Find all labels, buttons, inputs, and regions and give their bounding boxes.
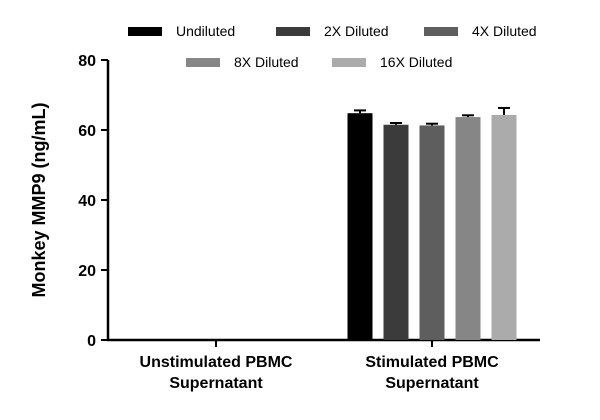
x-category-label: Stimulated PBMC xyxy=(365,354,499,371)
legend-swatch xyxy=(128,27,162,36)
legend-label: 4X Diluted xyxy=(472,23,537,39)
y-axis-label: Monkey MMP9 (ng/mL) xyxy=(29,102,49,297)
legend-label: 2X Diluted xyxy=(324,23,389,39)
y-tick-label: 20 xyxy=(78,263,96,280)
x-category-label: Supernatant xyxy=(169,375,263,392)
legend-label: 16X Diluted xyxy=(380,54,452,70)
y-tick-label: 40 xyxy=(78,193,96,210)
y-tick-label: 60 xyxy=(78,123,96,140)
x-category-label: Unstimulated PBMC xyxy=(140,354,293,371)
legend: Undiluted 2X Diluted 4X Diluted 8X Diluted 1… xyxy=(128,23,537,70)
bar-4x-diluted xyxy=(419,125,445,340)
legend-swatch xyxy=(332,58,366,67)
legend-swatch xyxy=(276,27,310,36)
bar-undiluted xyxy=(347,113,373,340)
legend-swatch xyxy=(424,27,458,36)
bar-2x-diluted xyxy=(383,124,409,340)
x-category-label: Supernatant xyxy=(385,375,479,392)
legend-swatch xyxy=(186,58,220,67)
bar-8x-diluted xyxy=(455,117,481,340)
bar-16x-diluted xyxy=(491,114,517,340)
axes: 0 20 40 60 80 Unstimulated PBMC Supernatant Sti… xyxy=(78,53,540,392)
legend-label: Undiluted xyxy=(176,23,235,39)
legend-label: 8X Diluted xyxy=(234,54,299,70)
y-tick-label: 80 xyxy=(78,53,96,70)
bars xyxy=(347,106,517,340)
y-tick-label: 0 xyxy=(87,333,96,350)
